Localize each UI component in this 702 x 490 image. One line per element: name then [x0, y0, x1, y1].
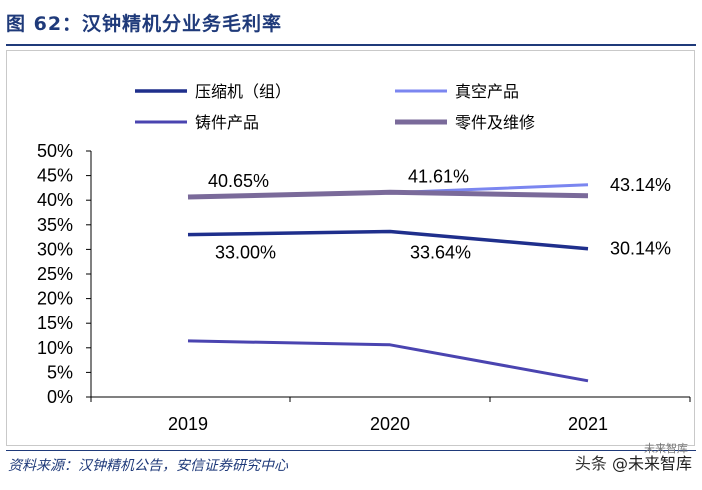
source-rule [6, 450, 696, 451]
y-tick-label: 20% [37, 289, 73, 309]
y-tick-label: 45% [37, 166, 73, 186]
series-line [187, 339, 589, 383]
figure-title: 图 62：汉钟精机分业务毛利率 [6, 13, 283, 35]
watermark-small: 未来智库 [644, 442, 688, 455]
series-line [187, 229, 589, 251]
y-tick-label: 10% [37, 338, 73, 358]
title-rule [6, 44, 696, 46]
y-tick-label: 5% [47, 362, 73, 382]
y-tick-label: 25% [37, 264, 73, 284]
data-labels: 33.00% 33.64% 30.14% 43.14% 40.65% 41.61% [208, 166, 671, 262]
y-tick-label: 30% [37, 239, 73, 259]
y-tick-label: 50% [37, 141, 73, 161]
legend-label: 铸件产品 [195, 113, 259, 132]
y-tick-label: 40% [37, 190, 73, 210]
data-label: 40.65% [208, 171, 269, 191]
legend-label: 零件及维修 [455, 113, 535, 132]
data-label: 41.61% [408, 166, 469, 186]
data-label: 30.14% [610, 239, 671, 259]
data-label: 33.64% [410, 242, 471, 262]
source-note: 资料来源：汉钟精机公告，安信证券研究中心 [8, 458, 288, 474]
chart-frame [6, 50, 695, 446]
legend-label: 真空产品 [455, 82, 519, 101]
data-label: 43.14% [610, 175, 671, 195]
y-tick-label: 15% [37, 313, 73, 333]
x-tick-label: 2020 [370, 414, 410, 434]
series-line [187, 189, 589, 200]
axes: 0% 5% 10% 15% 20% 25% 30% 35% 40% 45% 50% 2019 2020 2… [37, 141, 691, 434]
data-label: 33.00% [215, 243, 276, 263]
y-tick-label: 35% [37, 215, 73, 235]
watermark: 头条 @未来智库 未来智库 [574, 442, 692, 474]
series-lines [187, 183, 589, 383]
legend-label: 压缩机（组） [195, 82, 291, 101]
x-tick-label: 2019 [168, 414, 208, 434]
watermark-prefix: 头条 [574, 454, 607, 473]
x-tick-label: 2021 [568, 414, 608, 434]
y-tick-label: 0% [47, 387, 73, 407]
watermark-name: @未来智库 [611, 454, 692, 473]
